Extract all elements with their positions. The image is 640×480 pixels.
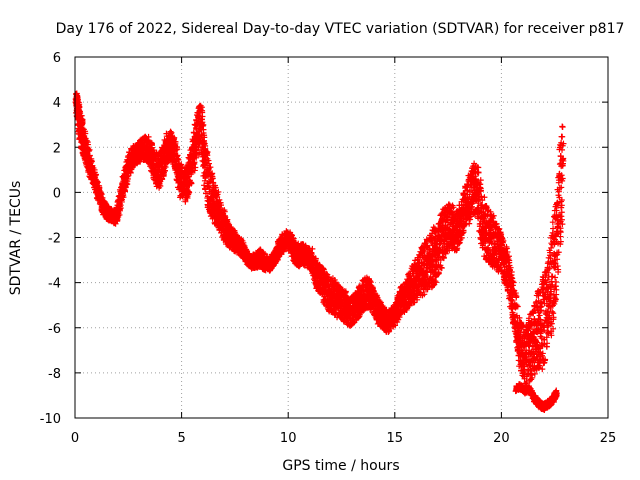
data-point <box>116 206 123 213</box>
data-point <box>183 194 190 201</box>
x-tick-label: 5 <box>177 431 185 446</box>
y-tick-label: 6 <box>53 51 61 66</box>
data-point <box>79 118 86 125</box>
x-tick-label: 10 <box>280 431 297 446</box>
y-tick-label: -4 <box>48 277 61 292</box>
data-point <box>122 184 129 191</box>
chart-title: Day 176 of 2022, Sidereal Day-to-day VTE… <box>56 21 625 37</box>
y-tick-labels: -10 -8 -6 -4 -2 0 2 4 6 <box>40 51 61 427</box>
data-point <box>92 171 99 178</box>
data-point <box>173 146 180 153</box>
data-points <box>72 90 567 413</box>
y-tick-label: -8 <box>48 367 61 382</box>
data-point <box>174 146 181 153</box>
y-tick-label: -10 <box>40 412 61 427</box>
x-tick-label: 0 <box>71 431 79 446</box>
y-tick-label: -6 <box>48 322 61 337</box>
y-tick-label: 2 <box>53 141 61 156</box>
x-tick-labels: 0 5 10 15 20 25 <box>71 431 616 446</box>
data-point <box>186 189 193 196</box>
data-point <box>174 155 181 162</box>
data-point <box>175 156 182 163</box>
data-point <box>84 139 91 146</box>
x-tick-label: 25 <box>600 431 617 446</box>
data-point <box>88 158 95 165</box>
y-tick-label: 0 <box>53 186 61 201</box>
x-tick-label: 20 <box>493 431 510 446</box>
data-point <box>120 194 127 201</box>
y-tick-label: -2 <box>48 232 61 247</box>
x-tick-label: 15 <box>387 431 404 446</box>
y-tick-label: 4 <box>53 96 61 111</box>
